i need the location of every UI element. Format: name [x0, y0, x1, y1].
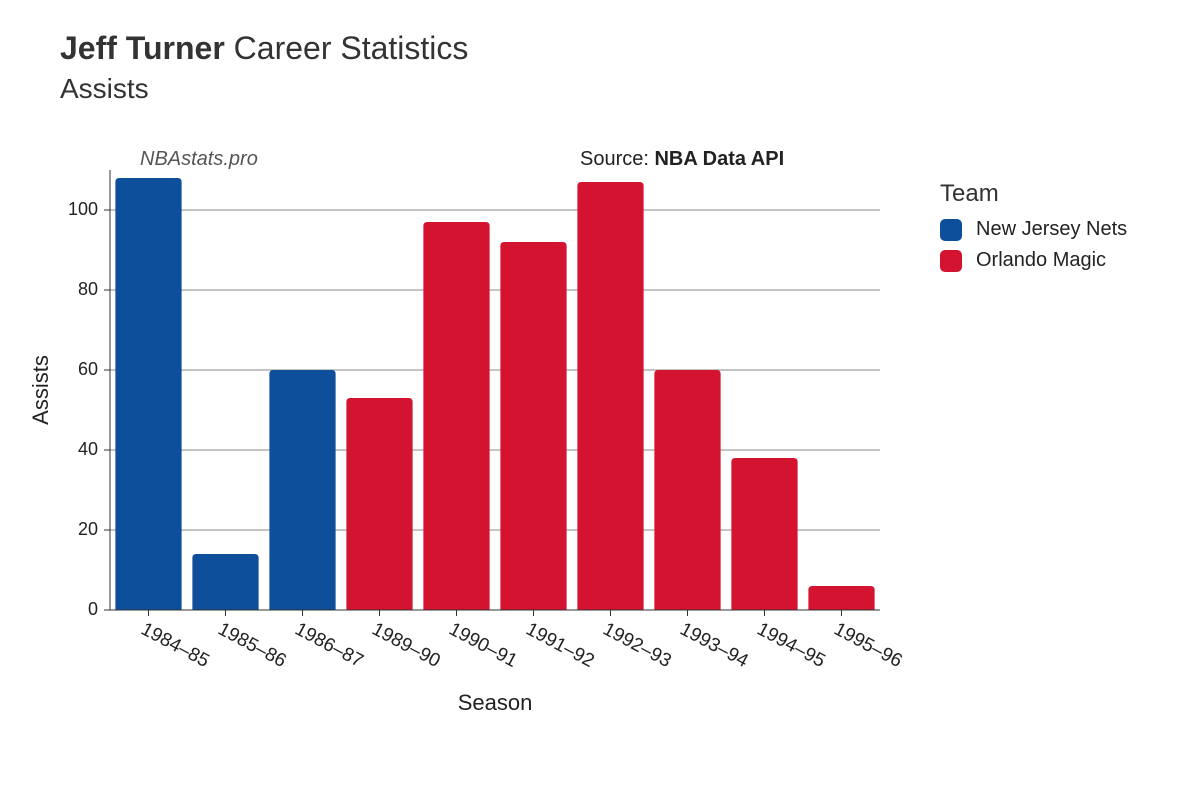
bar [731, 458, 797, 610]
x-axis-label: Season [458, 690, 533, 715]
y-tick-label: 100 [68, 199, 98, 219]
source-prefix: Source: [580, 148, 654, 170]
x-tick-label: 1993–94 [676, 619, 752, 672]
chart-svg: 0204060801001984–851985–861986–871989–90… [110, 170, 880, 610]
y-tick-label: 60 [78, 359, 98, 379]
x-tick-label: 1994–95 [753, 619, 828, 672]
bar [192, 554, 258, 610]
title-rest: Career Statistics [225, 30, 469, 66]
legend-swatch [940, 219, 962, 241]
legend-item: Orlando Magic [940, 249, 1127, 272]
bar [269, 370, 335, 610]
bar [654, 370, 720, 610]
x-tick-label: 1995–96 [830, 619, 905, 672]
y-axis-label: Assists [28, 355, 53, 425]
plot-area: 0204060801001984–851985–861986–871989–90… [110, 170, 880, 610]
y-tick-label: 80 [78, 279, 98, 299]
title-block: Jeff Turner Career Statistics Assists [60, 30, 468, 105]
bar [500, 242, 566, 610]
legend-swatch [940, 250, 962, 272]
x-tick-label: 1985–86 [214, 619, 289, 672]
bar [423, 222, 489, 610]
watermark-text: NBAstats.pro [140, 148, 258, 171]
x-tick-label: 1984–85 [137, 619, 212, 672]
x-tick-label: 1986–87 [291, 619, 366, 672]
chart-subtitle: Assists [60, 73, 468, 105]
y-tick-label: 40 [78, 439, 98, 459]
legend: Team New Jersey Nets Orlando Magic [940, 180, 1127, 280]
chart-container: Jeff Turner Career Statistics Assists NB… [0, 0, 1200, 800]
legend-label: Orlando Magic [976, 249, 1106, 272]
x-tick-label: 1989–90 [368, 619, 443, 672]
source-text: Source: NBA Data API [580, 148, 784, 171]
bar [346, 398, 412, 610]
x-tick-label: 1990–91 [445, 619, 520, 672]
legend-item: New Jersey Nets [940, 218, 1127, 241]
legend-label: New Jersey Nets [976, 218, 1127, 241]
x-tick-label: 1992–93 [599, 619, 674, 672]
bar [115, 178, 181, 610]
chart-title: Jeff Turner Career Statistics [60, 30, 468, 67]
bar [577, 182, 643, 610]
title-bold: Jeff Turner [60, 30, 225, 66]
y-tick-label: 20 [78, 519, 98, 539]
legend-title: Team [940, 180, 1127, 208]
x-tick-label: 1991–92 [522, 619, 597, 672]
bar [808, 586, 874, 610]
source-name: NBA Data API [654, 148, 784, 170]
y-tick-label: 0 [88, 599, 98, 619]
